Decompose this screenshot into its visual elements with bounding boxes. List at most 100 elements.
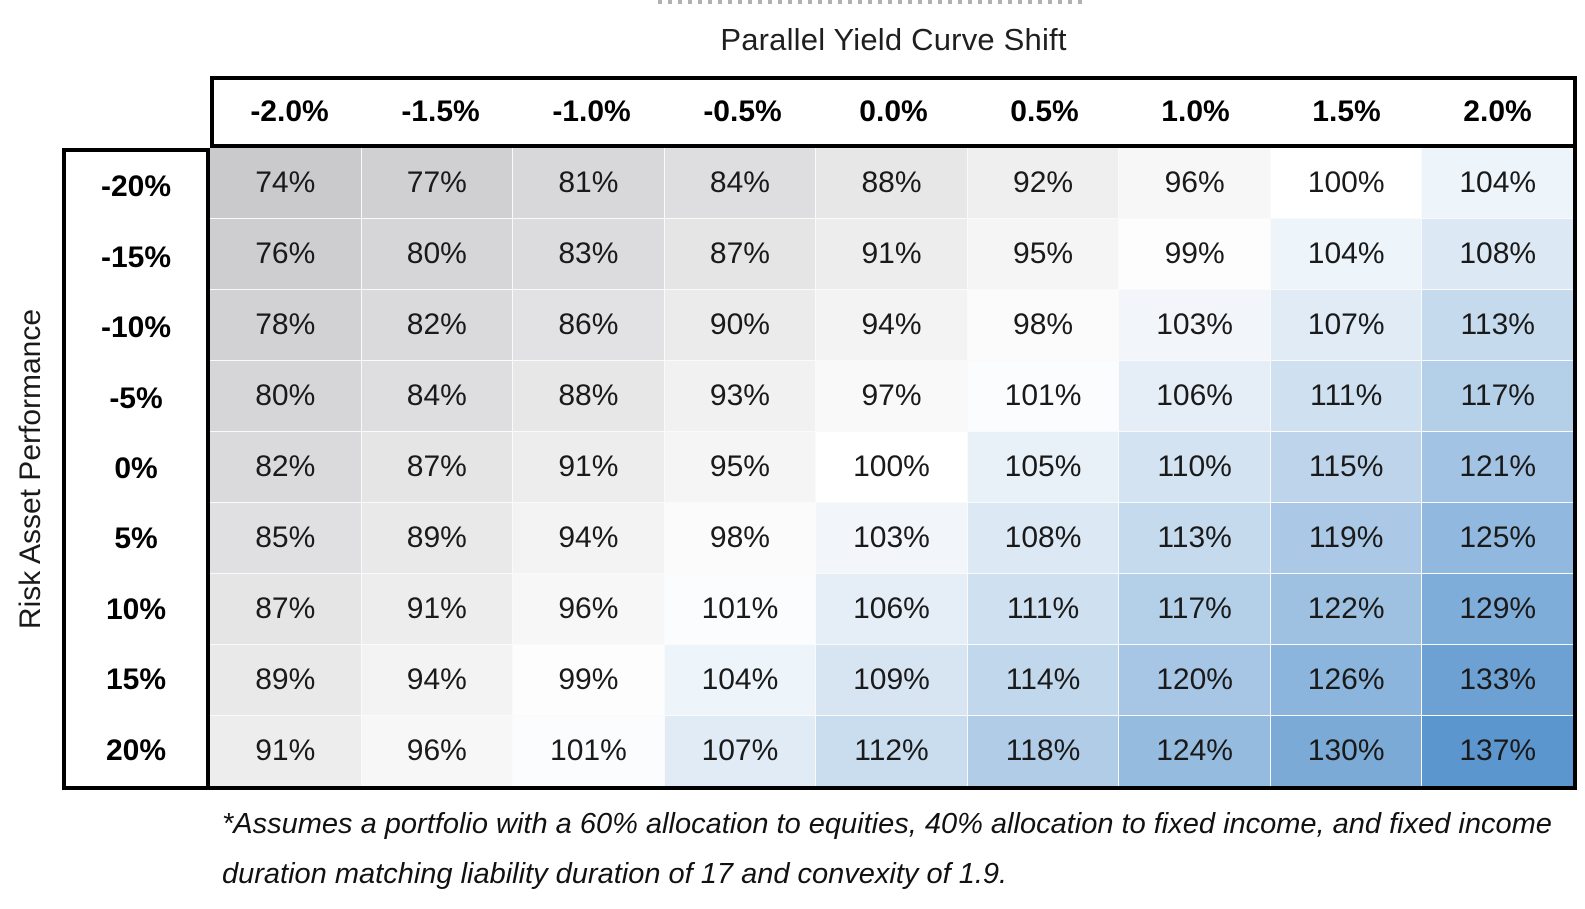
heatmap-cell: 126%	[1270, 645, 1422, 715]
column-header: -0.5%	[703, 95, 782, 128]
heatmap-cell: 130%	[1270, 716, 1422, 786]
heatmap-cell: 103%	[816, 503, 967, 573]
heatmap-cell: 105%	[967, 432, 1119, 502]
heatmap-cell: 96%	[513, 574, 664, 644]
row-header: -10%	[100, 311, 172, 345]
heatmap-cell: 93%	[664, 361, 816, 431]
heatmap-cell: 114%	[967, 645, 1119, 715]
heatmap-cell: 87%	[361, 432, 513, 502]
heatmap-cell: 104%	[664, 645, 816, 715]
heatmap-cell: 94%	[816, 290, 967, 360]
column-header: -1.5%	[401, 95, 480, 128]
heatmap-cell: 108%	[967, 503, 1119, 573]
heatmap-cell: 98%	[967, 290, 1119, 360]
heatmap-cell: 89%	[361, 503, 513, 573]
heatmap-cell: 118%	[967, 716, 1119, 786]
heatmap-cell: 95%	[664, 432, 816, 502]
heatmap-cell: 121%	[1422, 432, 1573, 502]
heatmap-cell: 104%	[1422, 148, 1573, 218]
heatmap-cell: 87%	[210, 574, 361, 644]
clipped-title-artifact	[658, 0, 1088, 4]
heatmap-cell: 87%	[664, 219, 816, 289]
heatmap-cell: 101%	[967, 361, 1119, 431]
row-header: 15%	[105, 663, 167, 697]
heatmap-cell: 88%	[513, 361, 664, 431]
heatmap-cell: 94%	[513, 503, 664, 573]
heatmap-cell: 115%	[1270, 432, 1422, 502]
heatmap-cell: 107%	[664, 716, 816, 786]
heatmap-cell: 112%	[816, 716, 967, 786]
heatmap-cell: 94%	[361, 645, 513, 715]
heatmap-cell: 86%	[513, 290, 664, 360]
y-axis-label: Risk Asset Performance	[14, 308, 47, 630]
row-header: -15%	[100, 240, 172, 274]
heatmap-grid: 74% 77% 81% 84% 88% 92% 96% 100% 104% 76% 80% 83% 87…	[210, 148, 1577, 790]
heatmap-cell: 99%	[513, 645, 664, 715]
heatmap-cell: 90%	[664, 290, 816, 360]
heatmap-cell: 113%	[1422, 290, 1573, 360]
heatmap-cell: 106%	[1119, 361, 1270, 431]
heatmap-cell: 91%	[513, 432, 664, 502]
heatmap-cell: 129%	[1422, 574, 1573, 644]
heatmap-cell: 96%	[1119, 148, 1270, 218]
heatmap-cell: 91%	[210, 716, 361, 786]
column-header: 1.5%	[1312, 95, 1381, 128]
heatmap-cell: 98%	[664, 503, 816, 573]
heatmap-cell: 133%	[1422, 645, 1573, 715]
heatmap-cell: 85%	[210, 503, 361, 573]
heatmap-cell: 111%	[967, 574, 1119, 644]
heatmap-cell: 108%	[1422, 219, 1573, 289]
heatmap-cell: 84%	[664, 148, 816, 218]
row-header-column: -20% -15% -10% -5% 0% 5% 10% 15% 20%	[62, 148, 210, 790]
heatmap-cell: 88%	[816, 148, 967, 218]
heatmap-cell: 117%	[1119, 574, 1270, 644]
heatmap-cell: 109%	[816, 645, 967, 715]
heatmap-cell: 99%	[1119, 219, 1270, 289]
heatmap-cell: 104%	[1270, 219, 1422, 289]
heatmap-cell: 106%	[816, 574, 967, 644]
row-header: 20%	[105, 733, 167, 767]
heatmap-cell: 81%	[513, 148, 664, 218]
row-header: 10%	[105, 592, 167, 626]
heatmap-cell: 119%	[1270, 503, 1422, 573]
row-header: -20%	[100, 170, 172, 204]
heatmap-cell: 89%	[210, 645, 361, 715]
heatmap-cell: 91%	[361, 574, 513, 644]
heatmap-cell: 80%	[210, 361, 361, 431]
heatmap-cell: 91%	[816, 219, 967, 289]
chart-title: Parallel Yield Curve Shift	[720, 22, 1067, 57]
y-axis-label-wrap: Risk Asset Performance	[0, 148, 62, 790]
heatmap-cell: 92%	[967, 148, 1119, 218]
heatmap-cell: 124%	[1119, 716, 1270, 786]
heatmap-cell: 80%	[361, 219, 513, 289]
heatmap-cell: 101%	[664, 574, 816, 644]
heatmap-cell: 97%	[816, 361, 967, 431]
heatmap-cell: 120%	[1119, 645, 1270, 715]
heatmap-cell: 103%	[1119, 290, 1270, 360]
heatmap-cell: 82%	[210, 432, 361, 502]
footnote: *Assumes a portfolio with a 60% allocati…	[222, 808, 1552, 890]
column-header: 0.0%	[859, 95, 928, 128]
heatmap-cell: 77%	[361, 148, 513, 218]
heatmap-cell: 122%	[1270, 574, 1422, 644]
heatmap-cell: 111%	[1270, 361, 1422, 431]
heatmap-cell: 74%	[210, 148, 361, 218]
row-header: 5%	[114, 522, 158, 556]
column-header: 0.5%	[1010, 95, 1079, 128]
heatmap-cell: 96%	[361, 716, 513, 786]
heatmap-cell: 84%	[361, 361, 513, 431]
heatmap-cell: 110%	[1119, 432, 1270, 502]
heatmap-cell: 101%	[513, 716, 664, 786]
heatmap-cell: 100%	[1270, 148, 1422, 218]
heatmap-cell: 82%	[361, 290, 513, 360]
column-header-row: -2.0% -1.5% -1.0% -0.5% 0.0% 0.5% 1.0% 1.5% 2.0%	[210, 76, 1577, 148]
column-header: 1.0%	[1161, 95, 1230, 128]
heatmap-cell: 76%	[210, 219, 361, 289]
heatmap-cell: 95%	[967, 219, 1119, 289]
column-header: -1.0%	[552, 95, 631, 128]
row-header: -5%	[109, 381, 163, 415]
row-header: 0%	[114, 451, 158, 485]
heatmap-cell: 125%	[1422, 503, 1573, 573]
heatmap-cell: 137%	[1422, 716, 1573, 786]
